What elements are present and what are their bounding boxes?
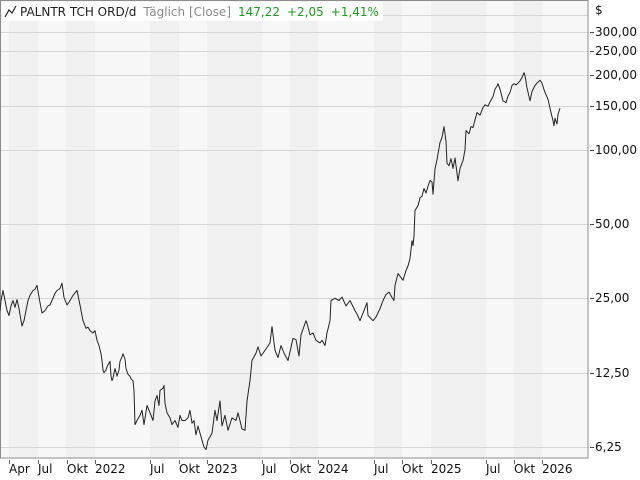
y-tick-label: 200,00 bbox=[595, 68, 637, 82]
time-band bbox=[374, 0, 402, 458]
time-bands bbox=[0, 0, 588, 458]
plot-border bbox=[0, 0, 589, 459]
y-axis-ticks bbox=[590, 32, 594, 448]
x-tick-label: 2025 bbox=[431, 462, 462, 476]
time-band bbox=[207, 0, 262, 458]
x-tick-label: Jul bbox=[486, 462, 501, 476]
x-tick-label: Jul bbox=[150, 462, 165, 476]
time-band bbox=[402, 0, 431, 458]
time-band bbox=[9, 0, 38, 458]
chart-header: PALNTR TCH ORD/d Täglich [Close] 147,22 … bbox=[2, 2, 383, 21]
x-tick-label: Okt bbox=[179, 462, 201, 476]
time-band bbox=[290, 0, 318, 458]
grid-lines bbox=[0, 15, 588, 448]
time-band bbox=[38, 0, 66, 458]
price-change-pct: +1,41% bbox=[330, 4, 379, 19]
x-tick-label: 2024 bbox=[318, 462, 349, 476]
time-band bbox=[514, 0, 542, 458]
y-tick-label: 6,25 bbox=[595, 440, 622, 454]
time-band bbox=[262, 0, 290, 458]
x-tick-label: 2023 bbox=[207, 462, 238, 476]
y-tick-label: 250,00 bbox=[595, 44, 637, 58]
price-line bbox=[0, 72, 561, 451]
time-band bbox=[486, 0, 514, 458]
x-tick-label: 2022 bbox=[95, 462, 126, 476]
x-tick-label: 2026 bbox=[542, 462, 573, 476]
last-price: 147,22 bbox=[238, 4, 280, 19]
x-tick-label: Okt bbox=[514, 462, 536, 476]
time-band bbox=[542, 0, 588, 458]
x-tick-label: Okt bbox=[290, 462, 312, 476]
x-tick-label: Okt bbox=[402, 462, 424, 476]
y-tick-label: 100,00 bbox=[595, 143, 637, 157]
y-tick-label: 50,00 bbox=[595, 217, 630, 231]
x-tick-label: Okt bbox=[67, 462, 89, 476]
time-band bbox=[179, 0, 207, 458]
x-axis-ticks bbox=[9, 460, 543, 464]
y-tick-label: 12,50 bbox=[595, 366, 630, 380]
time-band bbox=[66, 0, 95, 458]
x-tick-label: Jul bbox=[38, 462, 53, 476]
time-band bbox=[431, 0, 486, 458]
currency-label: $ bbox=[595, 3, 603, 17]
time-band bbox=[318, 0, 374, 458]
time-band bbox=[150, 0, 179, 458]
y-tick-label: 300,00 bbox=[595, 25, 637, 39]
time-band bbox=[95, 0, 150, 458]
y-tick-label: 25,00 bbox=[595, 291, 630, 305]
symbol-label: PALNTR TCH ORD/d bbox=[20, 4, 137, 19]
price-change: +2,05 bbox=[287, 4, 324, 19]
x-tick-label: Jul bbox=[262, 462, 277, 476]
frequency-label: Täglich [Close] bbox=[143, 4, 231, 19]
x-tick-label: Apr bbox=[9, 462, 30, 476]
line-chart-icon bbox=[4, 5, 17, 18]
time-band bbox=[0, 0, 9, 458]
x-tick-label: Jul bbox=[374, 462, 389, 476]
y-tick-label: 150,00 bbox=[595, 99, 637, 113]
